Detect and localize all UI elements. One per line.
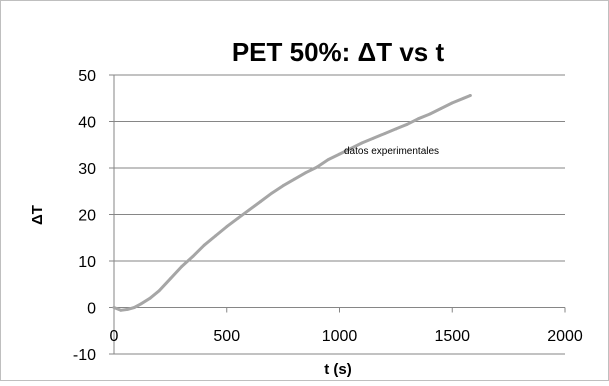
y-tick-label: 20 — [78, 208, 96, 225]
data-point — [259, 200, 262, 203]
y-tick-label: 50 — [78, 68, 96, 85]
data-point — [214, 234, 217, 238]
y-tick-labels: -10 0 10 20 30 40 50 — [73, 68, 96, 364]
data-point — [168, 277, 172, 281]
x-tick-label: 2000 — [547, 328, 583, 345]
data-point — [439, 107, 443, 110]
data-point — [338, 152, 341, 156]
data-point — [462, 96, 465, 100]
data-point — [428, 112, 432, 116]
data-point — [405, 122, 409, 126]
data-point — [468, 94, 472, 97]
data-point — [157, 289, 161, 293]
data-point — [202, 243, 206, 247]
data-point — [236, 216, 240, 220]
y-tick-label: 40 — [78, 115, 96, 132]
data-point — [126, 307, 129, 311]
data-point — [417, 117, 420, 121]
data-point — [225, 225, 229, 228]
data-point — [148, 296, 152, 300]
data-point — [315, 165, 319, 169]
data-point — [360, 141, 364, 145]
data-point — [304, 171, 308, 175]
data-point — [326, 158, 330, 162]
x-tick-label: 500 — [213, 328, 240, 345]
data-point — [112, 306, 116, 309]
data-point — [270, 191, 274, 195]
data-point — [383, 132, 386, 135]
y-tick-label: -10 — [73, 347, 96, 364]
x-tick-label: 1000 — [322, 328, 358, 345]
data-point — [394, 127, 398, 131]
data-point — [119, 308, 123, 312]
y-axis-label: ΔT — [29, 205, 46, 225]
x-tick-label: 1500 — [434, 328, 470, 345]
data-point — [191, 254, 195, 258]
data-point — [450, 101, 454, 105]
data-point — [281, 184, 285, 188]
series-group — [112, 94, 472, 312]
series-annotation: datos experimentales — [344, 146, 439, 157]
data-point — [349, 147, 353, 150]
data-point — [247, 208, 251, 212]
data-point — [371, 136, 375, 140]
data-point — [132, 306, 136, 309]
data-point — [139, 302, 143, 306]
chart-title: PET 50%: ΔT vs t — [232, 37, 445, 67]
data-point — [180, 265, 184, 268]
y-tick-label: 0 — [87, 301, 96, 318]
y-tick-label: 10 — [78, 254, 96, 271]
x-tick-label: 0 — [110, 328, 119, 345]
y-tick-label: 30 — [78, 161, 96, 178]
data-point — [293, 177, 296, 181]
x-axis-label: t (s) — [324, 361, 352, 378]
x-tick-labels: 0 500 1000 1500 2000 — [110, 328, 583, 345]
